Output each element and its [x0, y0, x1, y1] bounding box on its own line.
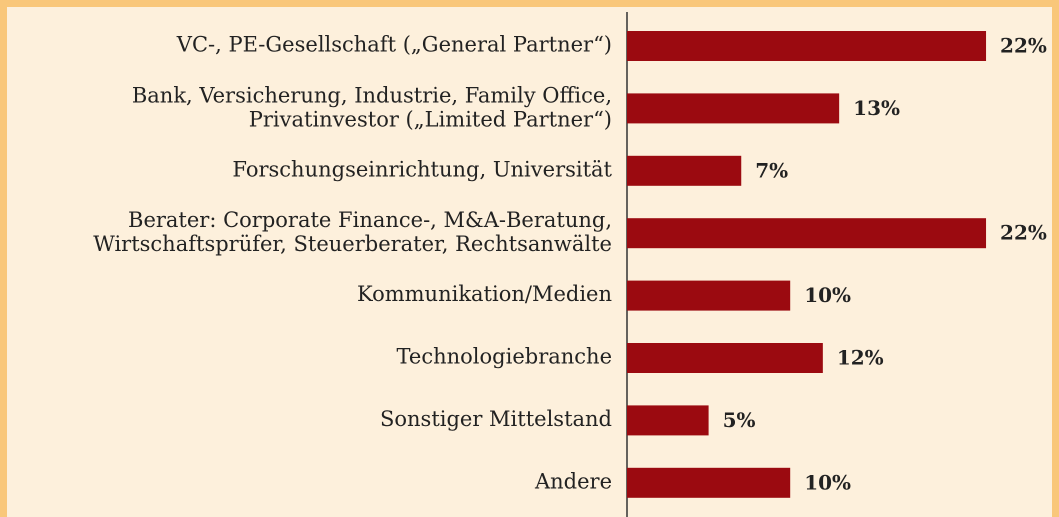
value-label: 10% — [804, 283, 851, 307]
bar — [627, 93, 840, 124]
bar — [627, 218, 987, 249]
value-label: 13% — [853, 96, 900, 120]
category-label: Bank, Versicherung, Industrie, Family Of… — [132, 83, 612, 131]
value-label: 10% — [804, 470, 851, 494]
panel — [7, 7, 1052, 517]
category-label: Technologiebranche — [397, 345, 612, 369]
category-label: Sonstiger Mittelstand — [380, 407, 612, 431]
category-label: Andere — [534, 469, 612, 493]
value-label: 5% — [723, 408, 756, 432]
bar — [627, 155, 742, 186]
value-label: 22% — [1000, 34, 1047, 58]
bar — [627, 405, 709, 436]
bar — [627, 31, 987, 61]
bar — [627, 280, 791, 311]
category-label: Berater: Corporate Finance-, M&A-Beratun… — [93, 208, 612, 256]
value-label: 12% — [837, 346, 884, 370]
value-label: 7% — [755, 158, 788, 182]
category-label: Kommunikation/Medien — [357, 282, 612, 306]
category-label: VC-, PE-Gesellschaft („General Partner“) — [176, 33, 612, 57]
category-label: Forschungseinrichtung, Universität — [232, 157, 612, 181]
bar — [627, 467, 791, 498]
value-label: 22% — [1000, 221, 1047, 245]
bar — [627, 343, 823, 373]
